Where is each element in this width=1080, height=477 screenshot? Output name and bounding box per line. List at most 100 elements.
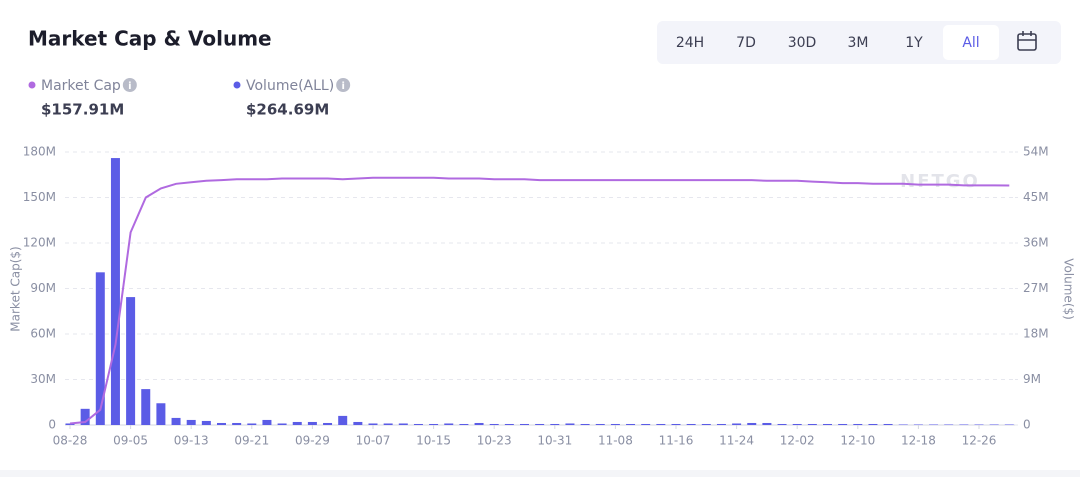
volume-bar: [777, 423, 787, 425]
volume-bar: [459, 423, 469, 425]
y2-axis-label: Volume($): [1062, 258, 1076, 320]
volume-bar: [80, 408, 90, 425]
x-tick-label: 09-13: [174, 434, 209, 448]
y-tick-label: 90M: [30, 281, 56, 295]
volume-bar: [489, 423, 499, 425]
volume-bar: [262, 419, 272, 425]
y2-tick-label: 9M: [1023, 372, 1041, 386]
chart-title: Market Cap & Volume: [28, 27, 272, 51]
volume-bar: [65, 423, 75, 425]
range-button[interactable]: 1Y: [905, 35, 923, 51]
volume-bar: [429, 423, 439, 425]
volume-bar: [474, 422, 484, 425]
y2-tick-label: 36M: [1023, 236, 1049, 250]
volume-bar: [701, 423, 711, 425]
volume-bar: [95, 272, 105, 425]
volume-bar: [156, 403, 166, 425]
volume-bar: [171, 417, 181, 425]
legend-value: $264.69M: [246, 101, 329, 119]
y2-tick-label: 27M: [1023, 281, 1049, 295]
info-icon-glyph: i: [128, 81, 131, 92]
volume-bar: [217, 422, 226, 425]
volume-bar: [444, 423, 454, 425]
x-tick-label: 12-02: [780, 434, 815, 448]
volume-bar: [1004, 424, 1014, 425]
y-tick-label: 0: [48, 418, 56, 432]
x-tick-label: 09-21: [234, 434, 269, 448]
volume-bar: [838, 423, 848, 425]
volume-bar: [792, 423, 802, 425]
range-button[interactable]: 7D: [736, 35, 756, 51]
y2-tick-label: 18M: [1023, 327, 1049, 341]
volume-bar: [535, 423, 545, 425]
volume-bar: [338, 415, 348, 425]
range-button[interactable]: 30D: [788, 35, 817, 51]
volume-bar: [323, 422, 333, 425]
legend-marker: [233, 81, 241, 89]
volume-bar: [504, 423, 514, 425]
volume-bar: [641, 423, 651, 425]
volume-bar: [398, 423, 408, 425]
x-tick-label: 12-26: [962, 434, 997, 448]
x-tick-label: 12-18: [901, 434, 936, 448]
card-footer: [0, 470, 1080, 477]
volume-bar: [368, 423, 378, 425]
info-icon: [336, 78, 351, 92]
market-cap-line: [69, 176, 1010, 425]
volume-bar: [913, 424, 923, 425]
volume-bar: [247, 423, 257, 425]
volume-bar: [656, 423, 666, 425]
volume-bar: [944, 424, 954, 425]
volume-bar: [307, 421, 317, 425]
volume-bar: [277, 423, 287, 425]
volume-bar: [141, 389, 151, 425]
volume-bar: [565, 423, 575, 425]
x-tick-label: 11-08: [598, 434, 633, 448]
volume-bar: [989, 424, 999, 425]
volume-bar: [898, 424, 908, 425]
volume-bar: [201, 420, 211, 425]
volume-bar: [413, 423, 423, 425]
volume-bar: [383, 423, 393, 425]
volume-bar: [974, 424, 984, 425]
info-icon: [122, 78, 137, 92]
volume-bar: [671, 423, 681, 425]
legend-label: Volume(ALL): [246, 78, 334, 94]
volume-bar: [550, 423, 560, 425]
volume-bar: [520, 423, 529, 425]
y-axis-label: Market Cap($): [9, 246, 23, 331]
calendar-icon[interactable]: [1017, 31, 1037, 51]
y2-tick-label: 54M: [1023, 145, 1049, 159]
range-button[interactable]: All: [962, 35, 979, 51]
volume-bar: [716, 423, 726, 425]
volume-bar: [580, 423, 590, 425]
volume-bar: [610, 423, 620, 425]
range-button[interactable]: 3M: [848, 35, 869, 51]
y2-tick-label: 45M: [1023, 190, 1049, 204]
y-tick-label: 120M: [23, 236, 56, 250]
volume-bar: [823, 423, 832, 425]
legend-label: Market Cap: [41, 78, 121, 94]
volume-bar: [959, 424, 969, 425]
x-tick-label: 09-29: [295, 434, 330, 448]
range-button-active[interactable]: [943, 25, 999, 60]
watermark: NFTGO: [900, 171, 980, 192]
volume-bar: [353, 421, 363, 425]
y-tick-label: 180M: [23, 145, 56, 159]
range-button[interactable]: 24H: [676, 35, 704, 51]
volume-bar: [126, 297, 136, 425]
x-tick-label: 11-16: [659, 434, 694, 448]
volume-bar: [868, 423, 878, 425]
volume-bar: [595, 423, 605, 425]
x-tick-label: 10-31: [537, 434, 572, 448]
x-tick-label: 10-23: [477, 434, 512, 448]
y-tick-label: 150M: [23, 190, 56, 204]
volume-bar: [929, 424, 939, 425]
volume-bar: [110, 158, 120, 426]
volume-bar: [626, 423, 636, 425]
volume-bar: [807, 423, 817, 425]
volume-bar: [762, 422, 772, 425]
legend-value: $157.91M: [41, 101, 124, 119]
